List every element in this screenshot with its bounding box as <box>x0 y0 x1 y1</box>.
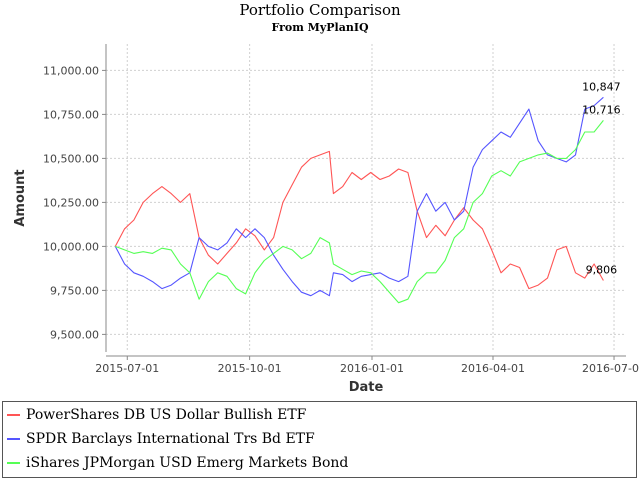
end-value-label: 9,806 <box>586 264 618 277</box>
x-tick-label: 2015-07-01 <box>95 362 159 375</box>
y-tick-label: 9,750.00 <box>50 284 99 297</box>
y-tick-label: 10,000.00 <box>43 240 99 253</box>
label-layer: 10,847 10,716 9,806 <box>582 80 621 276</box>
y-tick-label: 10,750.00 <box>43 108 99 121</box>
end-value-label: 10,847 <box>582 80 621 93</box>
x-tick-label: 2016-01-01 <box>340 362 404 375</box>
series-layer <box>114 96 604 304</box>
legend-item: iShares JPMorgan USD Emerg Markets Bond <box>3 454 348 472</box>
legend-label: iShares JPMorgan USD Emerg Markets Bond <box>26 455 349 471</box>
legend-item: SPDR Barclays International Trs Bd ETF <box>3 430 315 448</box>
legend-swatch-icon <box>7 462 20 464</box>
legend-swatch-icon <box>7 438 20 440</box>
series-line-0 <box>114 150 604 290</box>
y-tick-label: 11,000.00 <box>43 64 99 77</box>
chart-subtitle: From MyPlanIQ <box>271 21 369 34</box>
x-tick-label: 2016-04-01 <box>461 362 525 375</box>
x-tick-label: 2015-10-01 <box>218 362 282 375</box>
y-tick-label: 10,500.00 <box>43 152 99 165</box>
legend-label: PowerShares DB US Dollar Bullish ETF <box>26 407 307 423</box>
y-axis-title: Amount <box>13 169 28 226</box>
x-tick-label: 2016-07-01 <box>582 362 640 375</box>
plot-background <box>106 44 626 352</box>
y-tick-label: 10,250.00 <box>43 196 99 209</box>
series-line-1 <box>114 96 604 297</box>
chart-svg: 9,500.00 9,750.00 10,000.00 10,250.00 10,500… <box>13 44 640 395</box>
series-line-2 <box>115 120 604 304</box>
grid-layer <box>106 44 626 352</box>
legend-swatch-icon <box>7 414 20 416</box>
x-axis-title: Date <box>349 380 384 395</box>
legend: PowerShares DB US Dollar Bullish ETF SPD… <box>2 401 637 478</box>
y-tick-label: 9,500.00 <box>50 328 99 341</box>
legend-label: SPDR Barclays International Trs Bd ETF <box>26 431 315 447</box>
legend-item: PowerShares DB US Dollar Bullish ETF <box>3 406 306 424</box>
axis-layer: 9,500.00 9,750.00 10,000.00 10,250.00 10,500… <box>43 44 640 375</box>
chart-title: Portfolio Comparison <box>239 1 401 19</box>
end-value-label: 10,716 <box>582 103 621 116</box>
